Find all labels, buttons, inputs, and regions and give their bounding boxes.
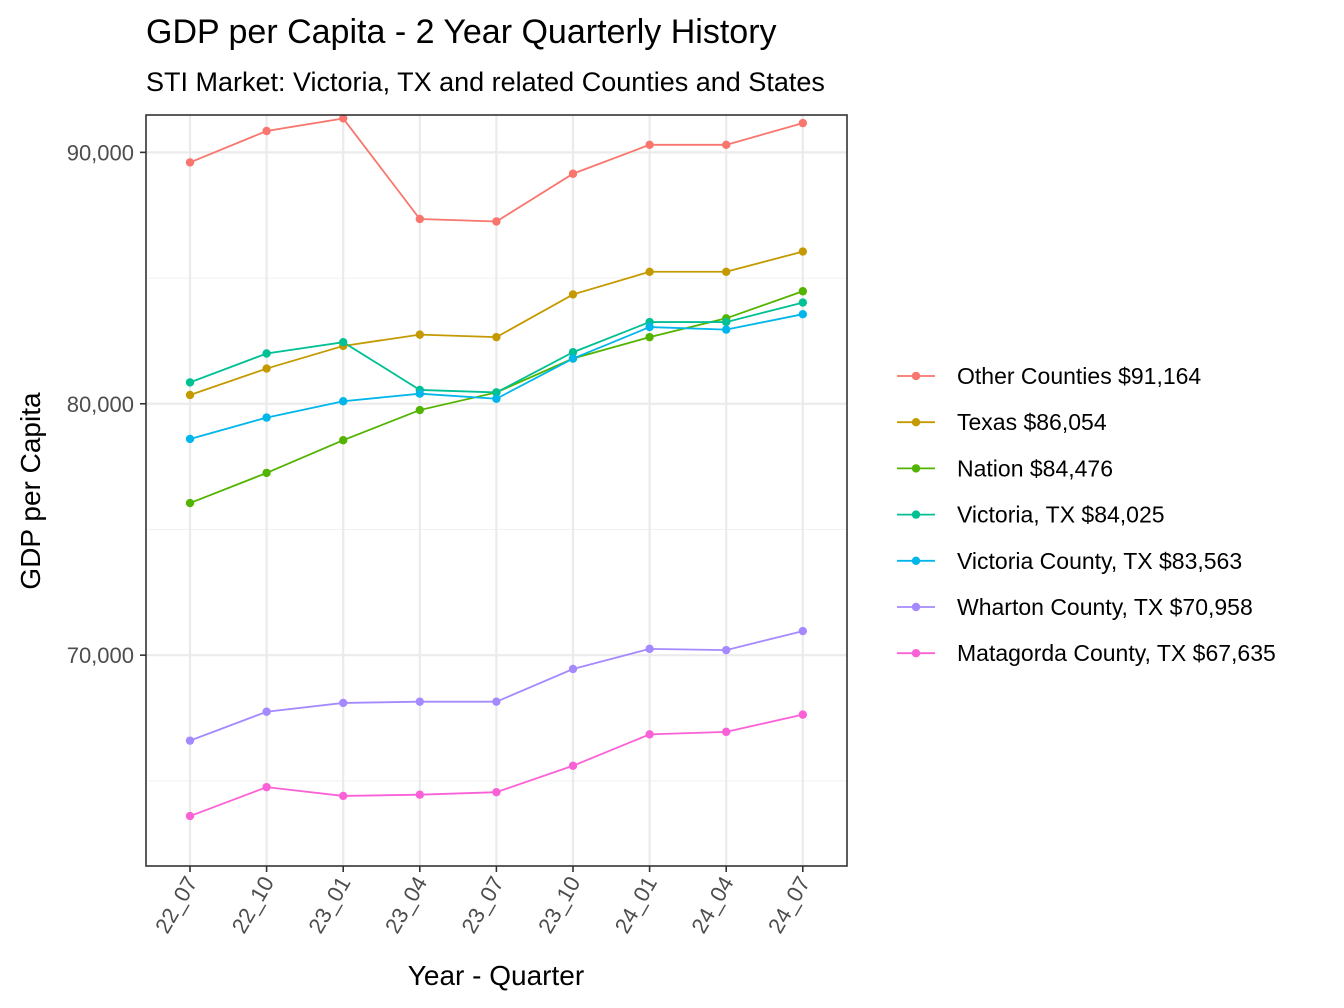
data-point [568, 664, 578, 674]
data-point [798, 287, 807, 296]
data-point [262, 468, 271, 478]
data-point [492, 388, 501, 397]
y-axis-title: GDP per Capita [15, 392, 46, 590]
data-point [185, 498, 195, 508]
data-point [185, 158, 195, 167]
data-point [568, 348, 578, 357]
data-point [339, 791, 348, 801]
data-point [798, 710, 807, 719]
data-point [415, 389, 424, 398]
legend-label: Other Counties $91,164 [957, 363, 1201, 389]
data-point [415, 405, 424, 415]
data-point [492, 217, 501, 226]
data-point [645, 644, 654, 654]
legend-label: Wharton County, TX $70,958 [957, 594, 1253, 620]
data-point [492, 697, 501, 706]
data-point [262, 364, 271, 373]
y-axis: 70,000 80,000 90,000 [67, 140, 146, 668]
legend-key-point [911, 649, 921, 658]
data-point [568, 354, 578, 363]
data-point [798, 309, 807, 319]
data-point [185, 811, 195, 821]
data-point [339, 397, 348, 406]
legend-label: Victoria County, TX $83,563 [957, 548, 1242, 574]
data-point [722, 317, 731, 327]
data-point [722, 325, 731, 334]
data-point [492, 787, 501, 797]
legend-key-point [911, 556, 921, 565]
data-point [798, 118, 807, 128]
data-point [798, 247, 807, 256]
y-tick-label: 80,000 [67, 392, 134, 417]
chart-subtitle: STI Market: Victoria, TX and related Cou… [146, 67, 825, 97]
data-point [185, 378, 195, 387]
data-point [798, 298, 807, 307]
data-point [645, 140, 654, 150]
data-point [645, 322, 654, 332]
legend-key-point [911, 602, 921, 612]
legend-key-point [911, 464, 921, 473]
series-points [185, 114, 807, 821]
legend-label: Nation $84,476 [957, 455, 1113, 481]
data-point [492, 332, 501, 342]
data-point [415, 790, 424, 799]
data-point [722, 140, 731, 150]
data-point [339, 337, 348, 347]
data-point [722, 727, 731, 737]
data-point [798, 626, 807, 636]
y-tick-label: 90,000 [67, 140, 134, 165]
data-point [262, 126, 271, 136]
data-point [645, 332, 654, 342]
data-point [645, 267, 654, 276]
data-point [568, 169, 578, 178]
data-point [568, 290, 578, 299]
data-point [262, 707, 271, 716]
data-point [722, 645, 731, 655]
data-point [339, 114, 348, 123]
data-point [262, 349, 271, 358]
x-axis-title: Year - Quarter [408, 960, 584, 991]
data-point [262, 782, 271, 792]
data-point [262, 413, 271, 422]
data-point [568, 761, 578, 770]
data-point [722, 267, 731, 276]
data-point [415, 697, 424, 706]
data-point [185, 390, 195, 400]
legend-key-point [911, 418, 921, 427]
legend-label: Victoria, TX $84,025 [957, 502, 1165, 528]
data-point [645, 730, 654, 739]
y-tick-label: 70,000 [67, 643, 134, 668]
data-point [415, 214, 424, 224]
data-point [339, 436, 348, 445]
legend: Other Counties $91,164 Texas $86,054 Natio… [897, 363, 1276, 666]
legend-label: Texas $86,054 [957, 409, 1107, 435]
data-point [185, 736, 195, 745]
data-point [492, 394, 501, 403]
data-point [185, 434, 195, 444]
legend-key-point [911, 371, 921, 381]
data-point [415, 330, 424, 339]
data-point [339, 698, 348, 708]
legend-key-point [911, 510, 921, 519]
legend-label: Matagorda County, TX $67,635 [957, 640, 1276, 666]
chart-title: GDP per Capita - 2 Year Quarterly Histor… [146, 13, 777, 51]
